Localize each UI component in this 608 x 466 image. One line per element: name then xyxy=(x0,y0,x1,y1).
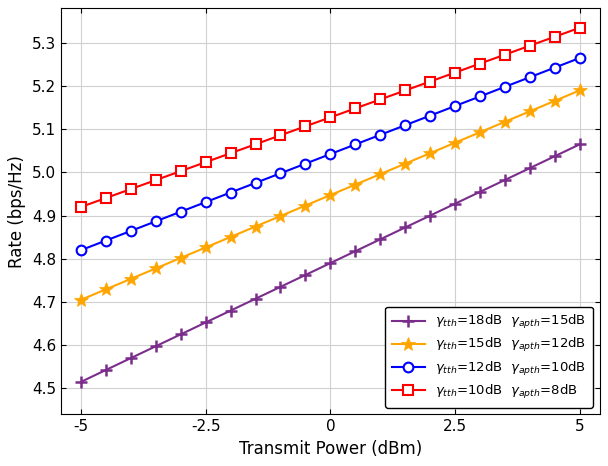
$\gamma_{tth}$=15dB  $\gamma_{apth}$=12dB xyxy=(177,255,184,260)
$\gamma_{tth}$=18dB  $\gamma_{apth}$=15dB xyxy=(451,201,458,206)
$\gamma_{tth}$=18dB  $\gamma_{apth}$=15dB xyxy=(326,260,334,266)
$\gamma_{tth}$=15dB  $\gamma_{apth}$=12dB xyxy=(127,276,134,281)
$\gamma_{tth}$=15dB  $\gamma_{apth}$=12dB xyxy=(351,182,359,187)
$\gamma_{tth}$=10dB  $\gamma_{apth}$=8dB xyxy=(326,115,334,120)
$\gamma_{tth}$=12dB  $\gamma_{apth}$=10dB xyxy=(102,238,109,243)
Line: $\gamma_{tth}$=12dB  $\gamma_{apth}$=10dB: $\gamma_{tth}$=12dB $\gamma_{apth}$=10dB xyxy=(76,53,584,255)
$\gamma_{tth}$=10dB  $\gamma_{apth}$=8dB xyxy=(277,132,284,138)
$\gamma_{tth}$=10dB  $\gamma_{apth}$=8dB xyxy=(152,177,159,183)
$\gamma_{tth}$=12dB  $\gamma_{apth}$=10dB xyxy=(551,65,558,70)
$\gamma_{tth}$=12dB  $\gamma_{apth}$=10dB xyxy=(351,142,359,147)
$\gamma_{tth}$=10dB  $\gamma_{apth}$=8dB xyxy=(127,186,134,192)
$\gamma_{tth}$=10dB  $\gamma_{apth}$=8dB xyxy=(401,88,409,93)
$\gamma_{tth}$=18dB  $\gamma_{apth}$=15dB xyxy=(351,248,359,254)
$\gamma_{tth}$=15dB  $\gamma_{apth}$=12dB xyxy=(401,161,409,166)
$\gamma_{tth}$=15dB  $\gamma_{apth}$=12dB xyxy=(576,88,583,93)
$\gamma_{tth}$=18dB  $\gamma_{apth}$=15dB xyxy=(302,272,309,278)
Line: $\gamma_{tth}$=10dB  $\gamma_{apth}$=8dB: $\gamma_{tth}$=10dB $\gamma_{apth}$=8dB xyxy=(76,23,584,212)
$\gamma_{tth}$=15dB  $\gamma_{apth}$=12dB xyxy=(326,192,334,198)
$\gamma_{tth}$=12dB  $\gamma_{apth}$=10dB xyxy=(277,171,284,176)
$\gamma_{tth}$=18dB  $\gamma_{apth}$=15dB xyxy=(252,296,259,302)
$\gamma_{tth}$=10dB  $\gamma_{apth}$=8dB xyxy=(551,34,558,40)
$\gamma_{tth}$=18dB  $\gamma_{apth}$=15dB xyxy=(376,237,384,242)
$\gamma_{tth}$=10dB  $\gamma_{apth}$=8dB xyxy=(227,151,234,156)
$\gamma_{tth}$=18dB  $\gamma_{apth}$=15dB xyxy=(426,213,434,219)
$\gamma_{tth}$=10dB  $\gamma_{apth}$=8dB xyxy=(202,159,209,165)
$\gamma_{tth}$=10dB  $\gamma_{apth}$=8dB xyxy=(426,79,434,84)
$\gamma_{tth}$=15dB  $\gamma_{apth}$=12dB xyxy=(202,245,209,250)
$\gamma_{tth}$=15dB  $\gamma_{apth}$=12dB xyxy=(526,109,533,114)
$\gamma_{tth}$=15dB  $\gamma_{apth}$=12dB xyxy=(227,234,234,240)
$\gamma_{tth}$=12dB  $\gamma_{apth}$=10dB xyxy=(451,103,458,109)
$\gamma_{tth}$=18dB  $\gamma_{apth}$=15dB xyxy=(102,367,109,373)
$\gamma_{tth}$=10dB  $\gamma_{apth}$=8dB xyxy=(252,142,259,147)
$\gamma_{tth}$=12dB  $\gamma_{apth}$=10dB xyxy=(426,113,434,118)
$\gamma_{tth}$=12dB  $\gamma_{apth}$=10dB xyxy=(526,75,533,80)
$\gamma_{tth}$=12dB  $\gamma_{apth}$=10dB xyxy=(401,123,409,128)
$\gamma_{tth}$=18dB  $\gamma_{apth}$=15dB xyxy=(401,225,409,230)
$\gamma_{tth}$=10dB  $\gamma_{apth}$=8dB xyxy=(177,168,184,174)
$\gamma_{tth}$=12dB  $\gamma_{apth}$=10dB xyxy=(252,180,259,185)
$\gamma_{tth}$=10dB  $\gamma_{apth}$=8dB xyxy=(451,70,458,75)
Y-axis label: Rate (bps/Hz): Rate (bps/Hz) xyxy=(9,155,26,268)
$\gamma_{tth}$=15dB  $\gamma_{apth}$=12dB xyxy=(152,266,159,271)
$\gamma_{tth}$=10dB  $\gamma_{apth}$=8dB xyxy=(476,61,483,66)
$\gamma_{tth}$=15dB  $\gamma_{apth}$=12dB xyxy=(376,171,384,177)
$\gamma_{tth}$=12dB  $\gamma_{apth}$=10dB xyxy=(77,247,85,253)
$\gamma_{tth}$=18dB  $\gamma_{apth}$=15dB xyxy=(177,332,184,337)
$\gamma_{tth}$=12dB  $\gamma_{apth}$=10dB xyxy=(202,199,209,205)
$\gamma_{tth}$=12dB  $\gamma_{apth}$=10dB xyxy=(127,228,134,234)
$\gamma_{tth}$=10dB  $\gamma_{apth}$=8dB xyxy=(376,96,384,102)
$\gamma_{tth}$=18dB  $\gamma_{apth}$=15dB xyxy=(476,189,483,195)
$\gamma_{tth}$=15dB  $\gamma_{apth}$=12dB xyxy=(77,297,85,302)
$\gamma_{tth}$=15dB  $\gamma_{apth}$=12dB xyxy=(252,224,259,229)
$\gamma_{tth}$=10dB  $\gamma_{apth}$=8dB xyxy=(526,43,533,48)
$\gamma_{tth}$=10dB  $\gamma_{apth}$=8dB xyxy=(102,195,109,201)
$\gamma_{tth}$=18dB  $\gamma_{apth}$=15dB xyxy=(526,165,533,171)
$\gamma_{tth}$=12dB  $\gamma_{apth}$=10dB xyxy=(326,151,334,157)
Line: $\gamma_{tth}$=15dB  $\gamma_{apth}$=12dB: $\gamma_{tth}$=15dB $\gamma_{apth}$=12dB xyxy=(74,83,587,307)
$\gamma_{tth}$=12dB  $\gamma_{apth}$=10dB xyxy=(177,209,184,214)
$\gamma_{tth}$=18dB  $\gamma_{apth}$=15dB xyxy=(202,320,209,325)
$\gamma_{tth}$=15dB  $\gamma_{apth}$=12dB xyxy=(551,98,558,103)
$\gamma_{tth}$=15dB  $\gamma_{apth}$=12dB xyxy=(302,203,309,208)
X-axis label: Transmit Power (dBm): Transmit Power (dBm) xyxy=(239,439,422,458)
Legend: $\gamma_{tth}$=18dB  $\gamma_{apth}$=15dB, $\gamma_{tth}$=15dB  $\gamma_{apth}$=: $\gamma_{tth}$=18dB $\gamma_{apth}$=15dB… xyxy=(385,307,593,408)
$\gamma_{tth}$=18dB  $\gamma_{apth}$=15dB xyxy=(277,284,284,290)
$\gamma_{tth}$=10dB  $\gamma_{apth}$=8dB xyxy=(576,25,583,31)
$\gamma_{tth}$=15dB  $\gamma_{apth}$=12dB xyxy=(277,213,284,219)
$\gamma_{tth}$=18dB  $\gamma_{apth}$=15dB xyxy=(551,153,558,159)
$\gamma_{tth}$=12dB  $\gamma_{apth}$=10dB xyxy=(227,190,234,195)
$\gamma_{tth}$=18dB  $\gamma_{apth}$=15dB xyxy=(501,177,508,183)
$\gamma_{tth}$=18dB  $\gamma_{apth}$=15dB xyxy=(576,142,583,147)
$\gamma_{tth}$=18dB  $\gamma_{apth}$=15dB xyxy=(152,343,159,349)
$\gamma_{tth}$=18dB  $\gamma_{apth}$=15dB xyxy=(227,308,234,314)
$\gamma_{tth}$=12dB  $\gamma_{apth}$=10dB xyxy=(152,219,159,224)
$\gamma_{tth}$=15dB  $\gamma_{apth}$=12dB xyxy=(476,130,483,135)
$\gamma_{tth}$=12dB  $\gamma_{apth}$=10dB xyxy=(476,94,483,99)
$\gamma_{tth}$=12dB  $\gamma_{apth}$=10dB xyxy=(501,84,508,89)
$\gamma_{tth}$=10dB  $\gamma_{apth}$=8dB xyxy=(501,52,508,57)
$\gamma_{tth}$=15dB  $\gamma_{apth}$=12dB xyxy=(426,151,434,156)
$\gamma_{tth}$=15dB  $\gamma_{apth}$=12dB xyxy=(102,287,109,292)
$\gamma_{tth}$=18dB  $\gamma_{apth}$=15dB xyxy=(77,379,85,384)
Line: $\gamma_{tth}$=18dB  $\gamma_{apth}$=15dB: $\gamma_{tth}$=18dB $\gamma_{apth}$=15dB xyxy=(75,138,586,388)
$\gamma_{tth}$=12dB  $\gamma_{apth}$=10dB xyxy=(376,132,384,137)
$\gamma_{tth}$=10dB  $\gamma_{apth}$=8dB xyxy=(351,106,359,111)
$\gamma_{tth}$=15dB  $\gamma_{apth}$=12dB xyxy=(501,119,508,124)
$\gamma_{tth}$=12dB  $\gamma_{apth}$=10dB xyxy=(302,161,309,166)
$\gamma_{tth}$=15dB  $\gamma_{apth}$=12dB xyxy=(451,140,458,145)
$\gamma_{tth}$=18dB  $\gamma_{apth}$=15dB xyxy=(127,355,134,361)
$\gamma_{tth}$=12dB  $\gamma_{apth}$=10dB xyxy=(576,55,583,61)
$\gamma_{tth}$=10dB  $\gamma_{apth}$=8dB xyxy=(302,123,309,129)
$\gamma_{tth}$=10dB  $\gamma_{apth}$=8dB xyxy=(77,204,85,210)
